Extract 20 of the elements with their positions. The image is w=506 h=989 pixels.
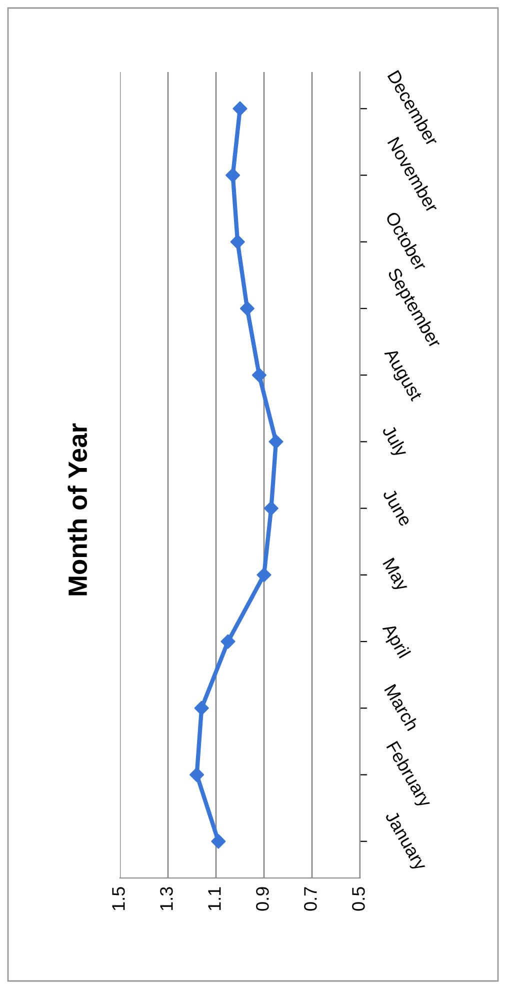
x-tick-label: 0.7: [304, 887, 317, 911]
point: [220, 634, 236, 649]
point: [226, 168, 240, 183]
point: [256, 568, 272, 582]
x-tick-label: 0.5: [352, 887, 365, 911]
point: [211, 834, 226, 849]
point: [268, 434, 284, 449]
point: [190, 767, 204, 782]
point: [252, 368, 266, 382]
point: [240, 301, 254, 316]
x-tick-label: 1.5: [112, 887, 125, 910]
point: [194, 700, 209, 716]
x-tick-label: 0.9: [256, 887, 269, 911]
x-tick-label: 1.3: [160, 887, 173, 910]
point: [264, 501, 278, 516]
y-tick-label: July: [378, 424, 410, 460]
point: [230, 234, 245, 250]
text: Month of Year: [68, 423, 88, 596]
x-tick-label: 1.1: [208, 887, 221, 910]
point: [232, 101, 248, 116]
